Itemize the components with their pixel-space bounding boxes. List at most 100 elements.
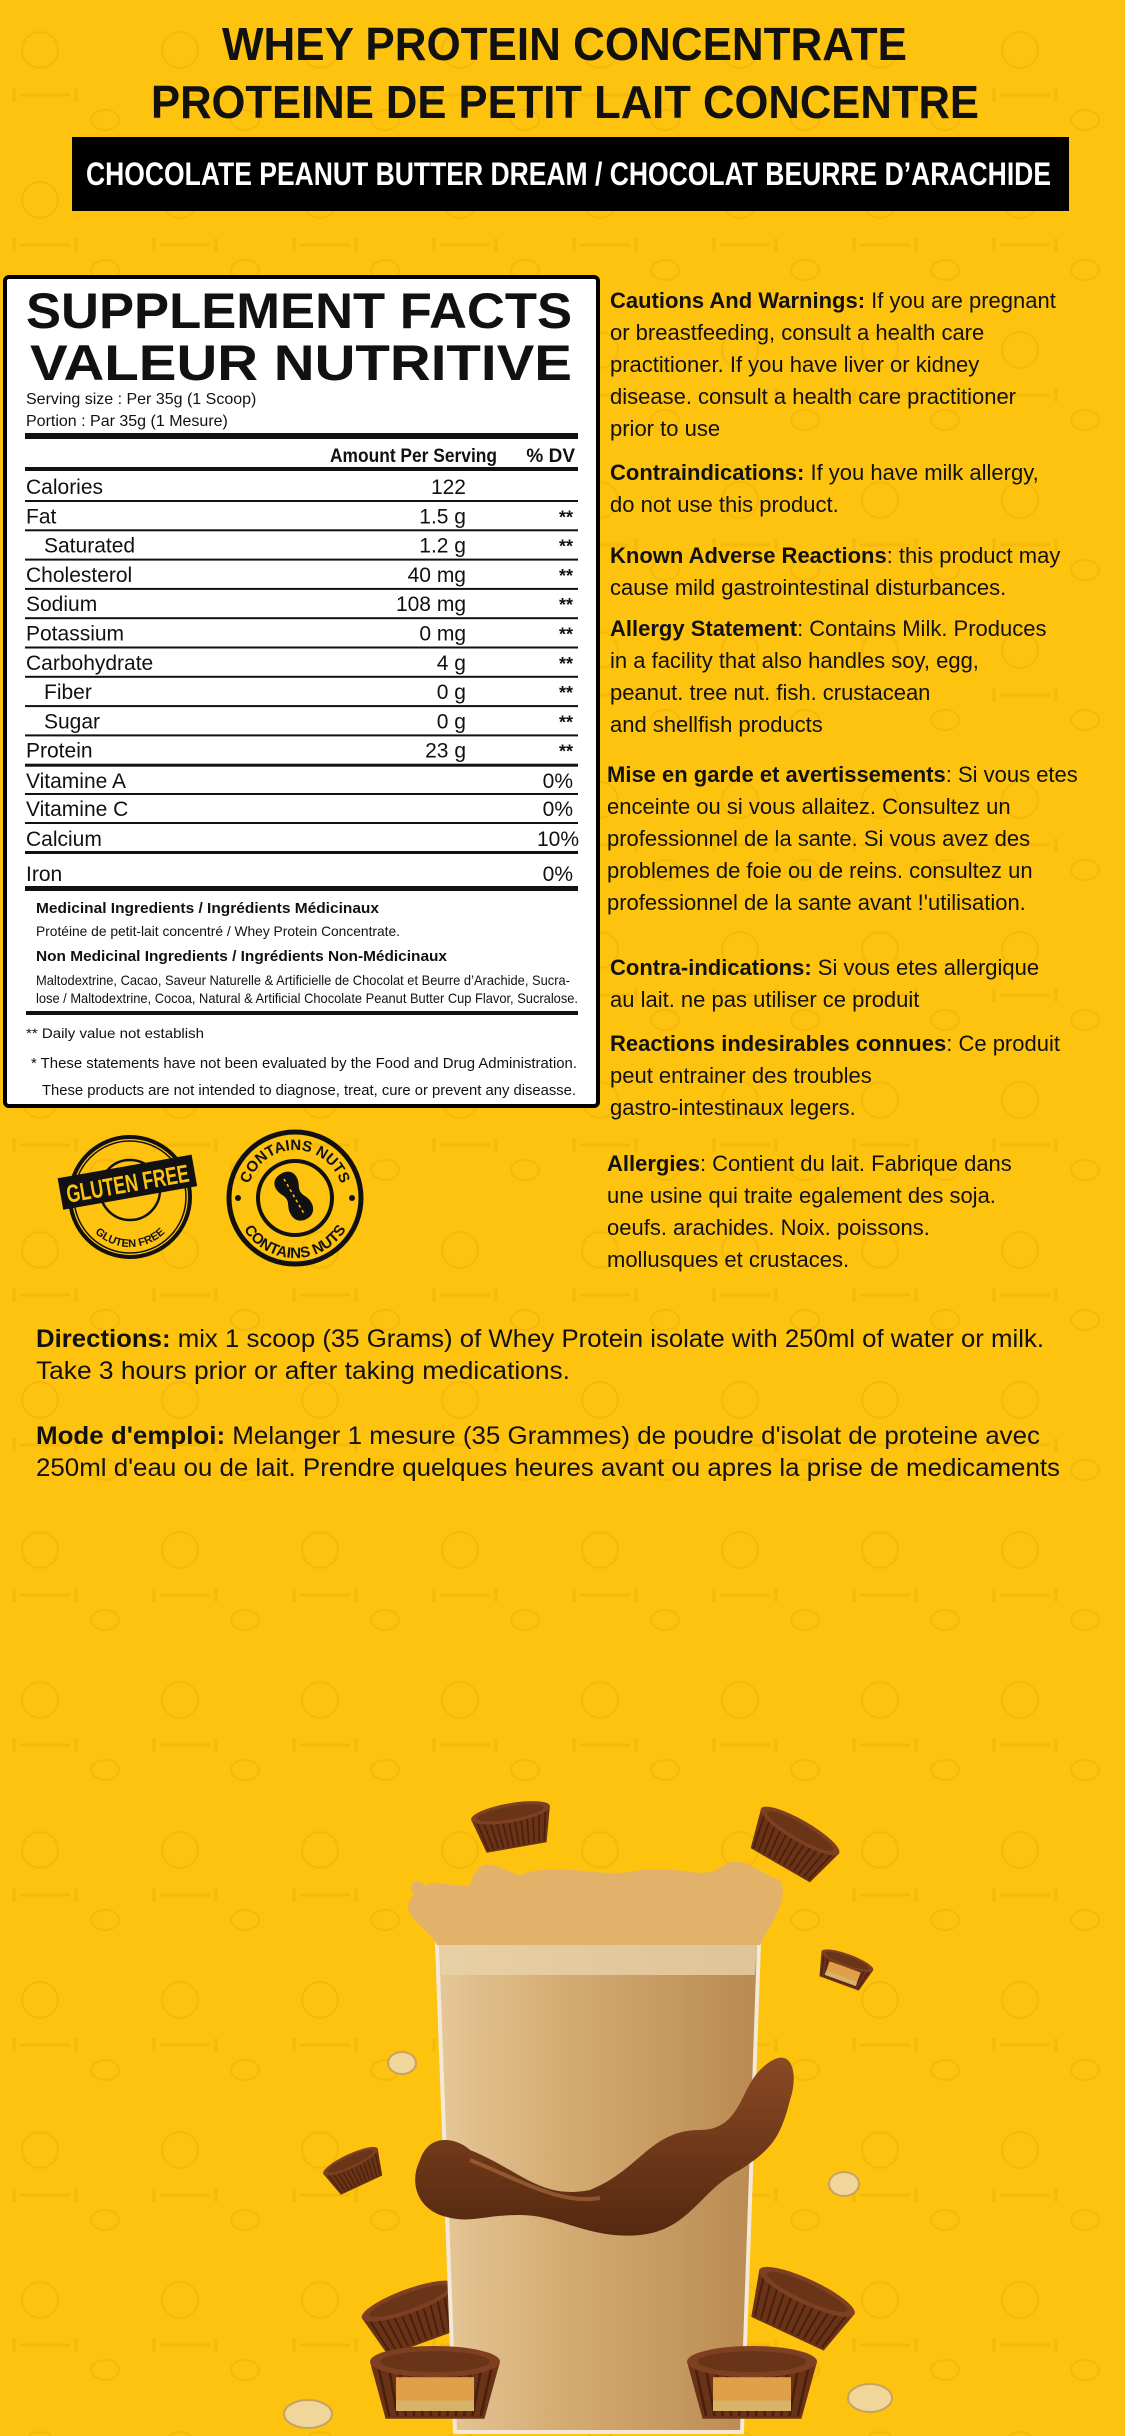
warning-line: peanut. tree nut. fish. crustacean [610,680,930,705]
nutrient-dv: ** [559,683,573,703]
peanut-butter-cup [370,2346,500,2419]
warning-line: in a facility that also handles soy, egg… [610,648,979,673]
shake-splash [407,1861,783,1945]
row-divider [25,851,578,854]
warning-line: disease. consult a health care practitio… [610,384,1016,409]
nutrient-amount: 122 [431,476,466,499]
disclaimer-line: * These statements have not been evaluat… [31,1055,577,1072]
vitamin-row: Vitamine C 0% [25,798,578,824]
warning-block: Known Adverse Reactions: this product ma… [610,543,1060,600]
title-fr: PROTEINE DE PETIT LAIT CONCENTRE [151,76,979,128]
peanut-butter-cup [819,1949,874,1991]
label-title-fr: VALEUR NUTRITIVE [30,335,572,391]
vitamin-dv: 10% [537,828,579,851]
directions-en-line: Directions: mix 1 scoop (35 Grams) of Wh… [36,1325,1044,1353]
row-divider [25,763,578,767]
row-divider [25,646,578,649]
warning-line: Allergy Statement: Contains Milk. Produc… [610,616,1047,641]
peanut [847,2383,893,2413]
column-dv-header: % DV [526,446,575,467]
nutrient-dv: ** [559,595,573,615]
warning-heading: Known Adverse Reactions [610,543,887,568]
warning-block: Allergies: Contient du lait. Fabrique da… [607,1151,1012,1272]
warning-line: peut entrainer des troubles [610,1063,872,1088]
peanut-butter-cup [471,1801,550,1853]
non-medicinal-heading: Non Medicinal Ingredients / Ingrédients … [36,948,448,965]
vitamin-row: Calcium 10% [25,828,579,854]
directions-en-text: mix 1 scoop (35 Grams) of Whey Protein i… [171,1325,1044,1353]
peanut-icon [274,1171,314,1221]
row-divider [25,793,578,795]
directions: Directions: mix 1 scoop (35 Grams) of Wh… [36,1325,1060,1482]
nutrient-name: Cholesterol [26,564,132,587]
peanut-butter-cup [361,2280,460,2356]
warning-line: gastro-intestinaux legers. [610,1095,856,1120]
warning-heading: Contra-indications: [610,955,812,980]
nutrient-row: Cholesterol 40 mg ** [25,564,578,590]
glass-rim-highlight [440,1945,757,1975]
warning-heading: Cautions And Warnings: [610,288,865,313]
warning-block: Contraindications: If you have milk alle… [610,460,1039,517]
nutrient-amount: 4 g [437,652,466,675]
label-box [3,275,600,1108]
row-divider [25,558,578,561]
row-divider [25,705,578,708]
peanut-butter-cup [323,2146,383,2195]
warning-text: If you are pregnant [865,288,1056,313]
title-en: WHEY PROTEIN CONCENTRATE [222,18,907,70]
divider-thick [25,433,578,439]
flavor-banner [72,137,1069,211]
flavor-name: CHOCOLATE PEANUT BUTTER DREAM / CHOCOLAT… [86,156,1051,192]
daily-value-footnote: ** Daily value not establish [26,1025,204,1041]
row-divider [25,529,578,532]
warning-line: do not use this product. [610,492,839,517]
nutrient-name: Calories [26,476,103,499]
nutrient-name: Sodium [26,593,97,616]
warning-line: Known Adverse Reactions: this product ma… [610,543,1060,568]
peanut-butter-cups-back [361,1801,855,2356]
warning-line: and shellfish products [610,712,823,737]
divider-thick [26,1011,578,1015]
chocolate-drizzle [415,2057,794,2236]
nutrient-amount: 1.2 g [419,535,466,558]
warning-line: prior to use [610,416,720,441]
row-divider [25,734,578,737]
warning-line: au lait. ne pas utiliser ce produit [610,987,919,1012]
portion: Portion : Par 35g (1 Mesure) [26,413,228,430]
warning-line: enceinte ou si vous allaitez. Consultez … [607,794,1011,819]
supplement-facts-label: SUPPLEMENT FACTS VALEUR NUTRITIVE Servin… [3,275,600,1108]
nutrient-amount: 0 mg [419,623,466,646]
header: WHEY PROTEIN CONCENTRATE PROTEINE DE PET… [72,18,1069,211]
warning-text: : Si vous etes [946,762,1078,787]
warning-line: mollusques et crustaces. [607,1247,849,1272]
nutrient-amount: 40 mg [408,564,466,587]
vitamin-name: Vitamine A [26,770,126,793]
divider [25,467,578,471]
vitamin-name: Iron [26,863,62,886]
nutrient-row: Fiber 0 g ** [25,681,578,708]
warning-line: une usine qui traite egalement des soja. [607,1183,996,1208]
row-divider [25,587,578,590]
peanut-butter-cup [751,2266,855,2351]
nutrient-row: Carbohydrate 4 g ** [25,652,578,678]
directions-fr-text: Melanger 1 mesure (35 Grammes) de poudre… [225,1422,1040,1450]
directions-fr-line: Mode d'emploi: Melanger 1 mesure (35 Gra… [36,1422,1040,1450]
vitamin-row: Vitamine A 0% [25,770,578,795]
nutrient-amount: 108 mg [396,593,466,616]
nutrient-amount: 1.5 g [419,505,466,528]
row-divider [25,886,578,891]
peanut [283,2399,333,2429]
warning-block: Allergy Statement: Contains Milk. Produc… [610,616,1047,737]
warning-line: practitioner. If you have liver or kidne… [610,352,979,377]
warnings-column: Cautions And Warnings: If you are pregna… [607,288,1078,1272]
non-medicinal-text-line: lose / Maltodextrine, Cocoa, Natural & A… [36,990,578,1006]
nutrient-row: Saturated 1.2 g ** [25,535,578,561]
warning-line: Allergies: Contient du lait. Fabrique da… [607,1151,1012,1176]
warning-text: If you have milk allergy, [804,460,1038,485]
nutrient-name: Protein [26,740,93,763]
warning-line: Contra-indications: Si vous etes allergi… [610,955,1039,980]
nutrient-amount: 23 g [425,740,466,763]
warning-block: Reactions indesirables connues: Ce produ… [610,1031,1060,1120]
row-divider [25,500,578,502]
